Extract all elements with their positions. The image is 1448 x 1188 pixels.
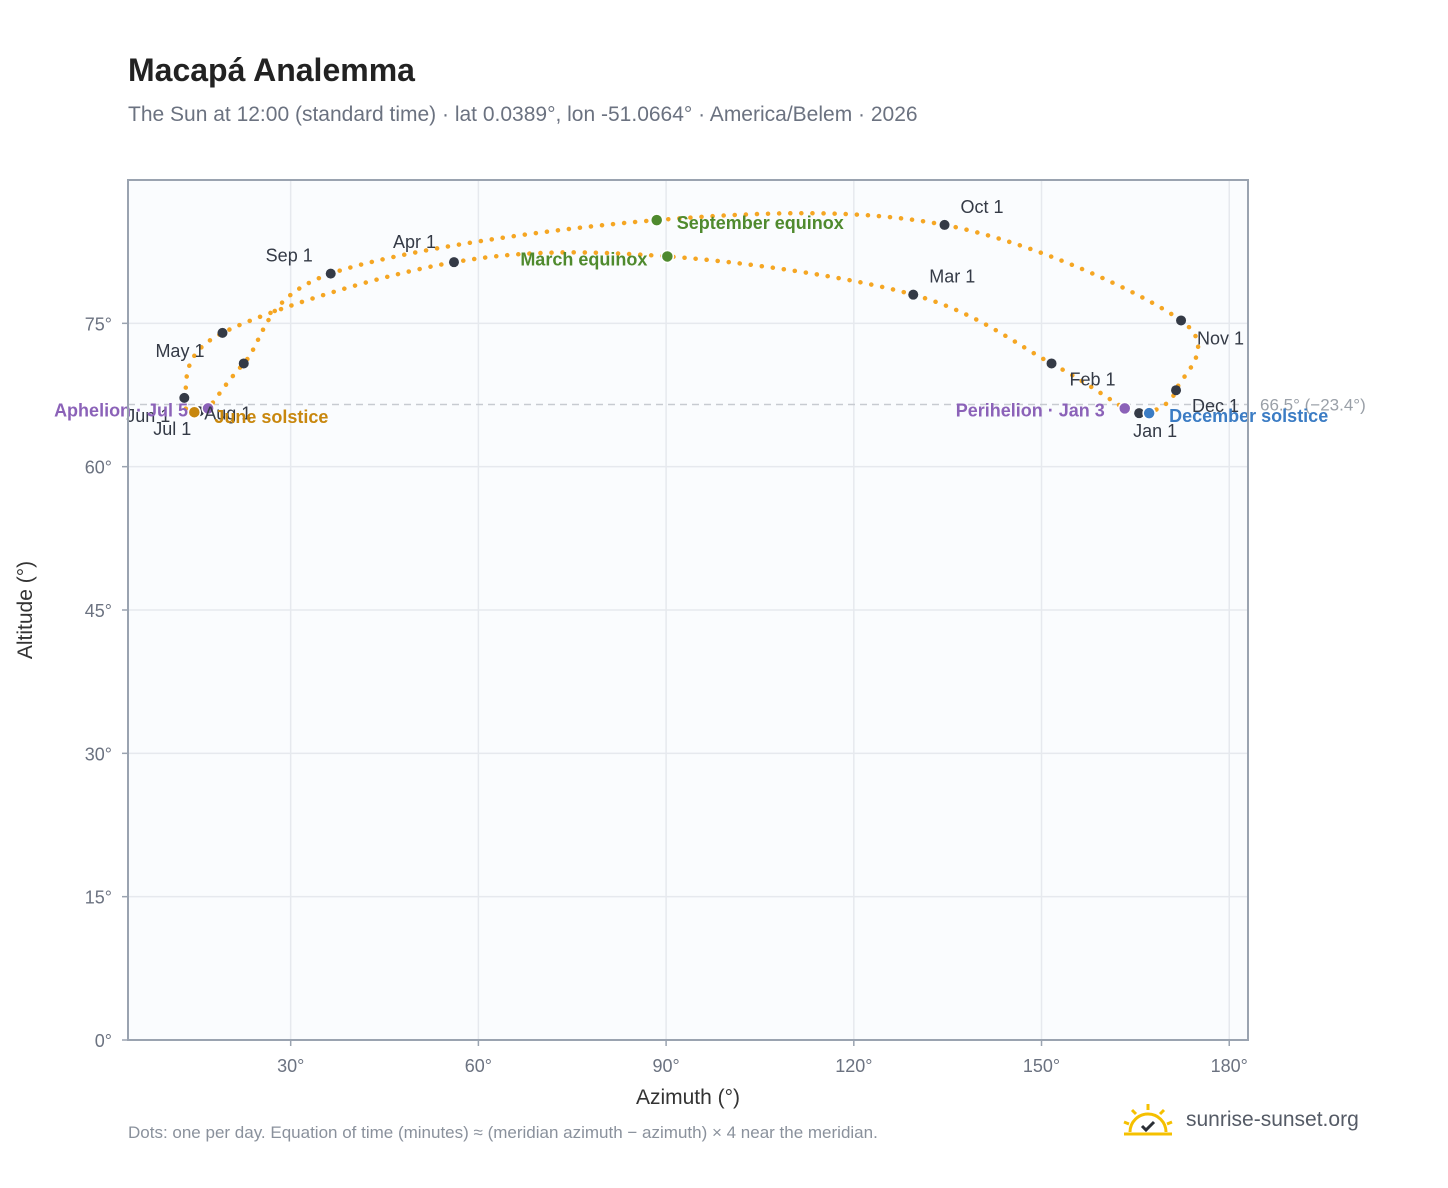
sun-logo-icon	[1123, 1104, 1173, 1136]
month-marker	[1176, 315, 1187, 326]
event-marker-apsis	[201, 401, 215, 416]
x-tick-label: 120°	[835, 1056, 872, 1076]
month-label: Mar 1	[929, 267, 975, 287]
x-tick-label: 150°	[1023, 1056, 1060, 1076]
month-marker	[179, 392, 190, 403]
brand-link[interactable]: sunrise-sunset.org	[1120, 1102, 1359, 1138]
y-tick-label: 0°	[95, 1031, 112, 1051]
event-label: Perihelion · Jan 3	[956, 400, 1105, 420]
y-axis-label: Altitude (°)	[14, 561, 37, 659]
reference-line-label: 66.5° (−23.4°)	[1260, 396, 1366, 415]
event-label: Aphelion · Jul 5	[54, 400, 188, 420]
month-marker	[939, 219, 950, 230]
daily-dots-path	[181, 210, 1201, 418]
month-label: Aug 1	[204, 403, 251, 423]
month-label: May 1	[155, 341, 204, 361]
x-tick-label: 90°	[652, 1056, 679, 1076]
y-tick-label: 30°	[85, 744, 112, 764]
chart-subtitle: The Sun at 12:00 (standard time) · lat 0…	[128, 103, 918, 126]
analemma-curve	[181, 210, 1201, 418]
month-marker	[238, 358, 249, 369]
brand-name: sunrise-sunset.org	[1186, 1108, 1359, 1131]
x-tick-label: 180°	[1211, 1056, 1248, 1076]
axis-ticks: 30° 60° 90° 120° 150° 180° 0° 15° 30° 45° 60° 75°	[85, 314, 1248, 1076]
month-label: Feb 1	[1070, 369, 1116, 389]
x-tick-label: 60°	[465, 1056, 492, 1076]
footnote: Dots: one per day. Equation of time (min…	[128, 1123, 878, 1142]
x-axis-label: Azimuth (°)	[636, 1086, 740, 1109]
month-marker	[325, 268, 336, 279]
month-marker	[1171, 385, 1182, 396]
month-marker	[1134, 408, 1145, 419]
event-marker-apsis	[1117, 401, 1132, 416]
y-tick-label: 60°	[85, 458, 112, 478]
month-label: Apr 1	[393, 232, 436, 252]
y-tick-label: 45°	[85, 601, 112, 621]
event-label: June solstice	[214, 407, 328, 427]
month-markers	[179, 219, 1187, 419]
event-marker-june-solstice	[187, 405, 202, 419]
event-marker-equinox	[660, 249, 675, 264]
chart-title: Macapá Analemma	[128, 52, 415, 88]
month-label: Oct 1	[961, 197, 1004, 217]
month-marker	[908, 289, 919, 300]
month-label: Jan 1	[1133, 421, 1177, 441]
y-tick-label: 15°	[85, 888, 112, 908]
y-tick-label: 75°	[85, 314, 112, 334]
x-tick-label: 30°	[277, 1056, 304, 1076]
month-label: Sep 1	[266, 246, 313, 266]
month-label: Dec 1	[1192, 396, 1239, 416]
month-label: Jul 1	[153, 419, 191, 439]
month-label: Jun 1	[126, 406, 170, 426]
reference-line-group: 66.5° (−23.4°)	[128, 396, 1366, 415]
month-marker	[217, 327, 228, 338]
event-markers	[187, 213, 1156, 420]
event-marker-december-solstice	[1142, 406, 1156, 420]
event-label: March equinox	[520, 249, 647, 269]
event-marker-equinox	[649, 213, 664, 227]
month-label: Nov 1	[1197, 328, 1244, 348]
month-marker	[448, 257, 459, 268]
event-label: September equinox	[677, 213, 844, 233]
month-marker	[1046, 358, 1057, 369]
